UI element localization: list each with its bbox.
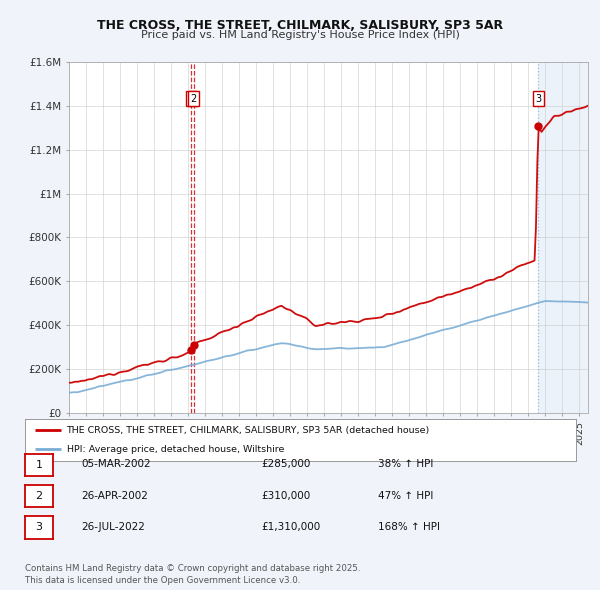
Text: £1,310,000: £1,310,000 [261,522,320,532]
Text: Contains HM Land Registry data © Crown copyright and database right 2025.
This d: Contains HM Land Registry data © Crown c… [25,565,361,585]
Text: 05-MAR-2002: 05-MAR-2002 [81,460,151,469]
Text: Price paid vs. HM Land Registry's House Price Index (HPI): Price paid vs. HM Land Registry's House … [140,30,460,40]
Text: 168% ↑ HPI: 168% ↑ HPI [378,522,440,532]
Text: 26-APR-2002: 26-APR-2002 [81,491,148,500]
Text: £285,000: £285,000 [261,460,310,469]
Text: 1: 1 [188,94,194,104]
Text: THE CROSS, THE STREET, CHILMARK, SALISBURY, SP3 5AR (detached house): THE CROSS, THE STREET, CHILMARK, SALISBU… [67,426,430,435]
Bar [538,62,588,413]
Text: 26-JUL-2022: 26-JUL-2022 [81,522,145,532]
Text: 38% ↑ HPI: 38% ↑ HPI [378,460,433,469]
Text: 3: 3 [535,94,541,104]
Text: 47% ↑ HPI: 47% ↑ HPI [378,491,433,500]
Text: 2: 2 [190,94,197,104]
Text: 3: 3 [35,523,43,532]
Text: 2: 2 [35,491,43,501]
Text: THE CROSS, THE STREET, CHILMARK, SALISBURY, SP3 5AR: THE CROSS, THE STREET, CHILMARK, SALISBU… [97,19,503,32]
Text: 1: 1 [35,460,43,470]
Text: £310,000: £310,000 [261,491,310,500]
Text: HPI: Average price, detached house, Wiltshire: HPI: Average price, detached house, Wilt… [67,445,284,454]
